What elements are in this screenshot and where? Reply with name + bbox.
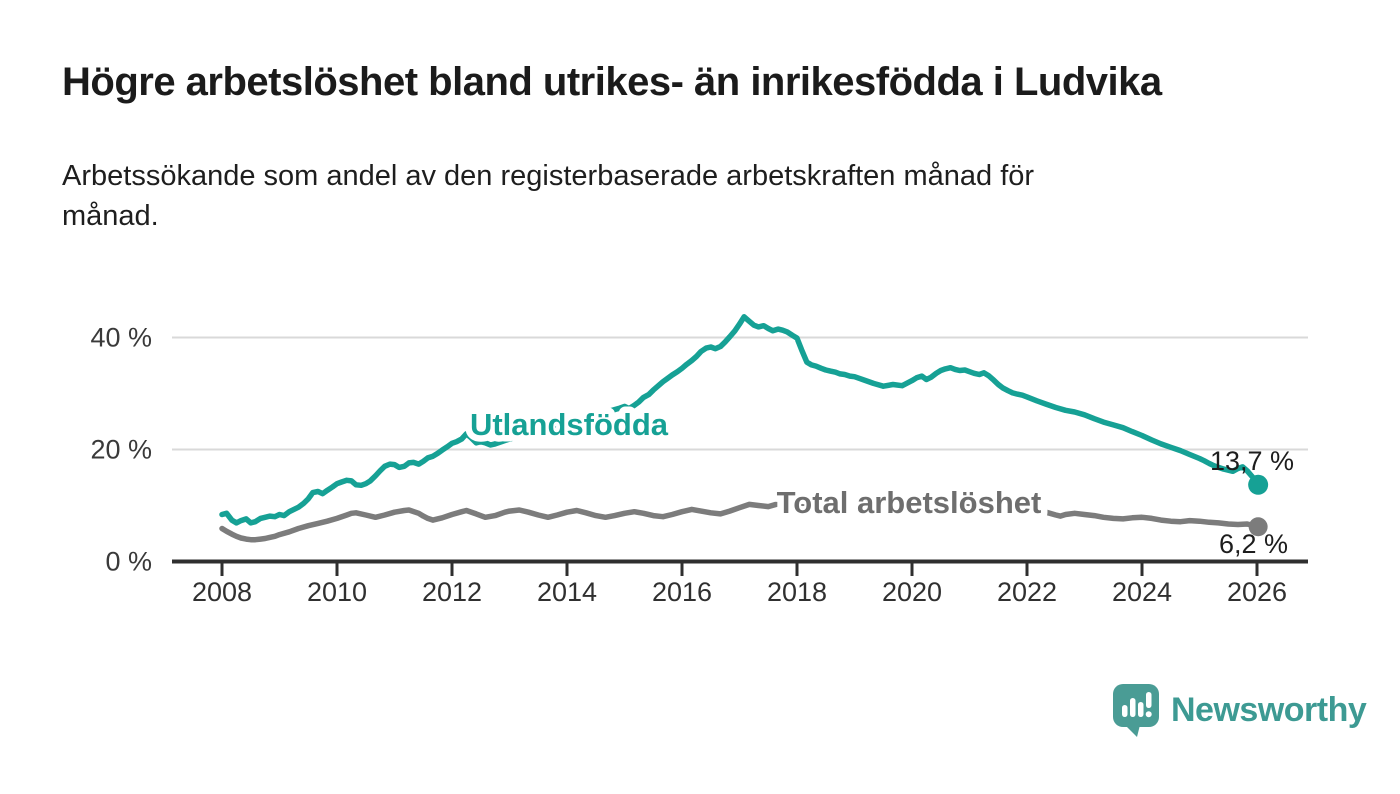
y-axis-label-20: 20 % bbox=[90, 435, 152, 465]
x-axis-label-2010: 2010 bbox=[307, 577, 367, 607]
x-axis-label-2014: 2014 bbox=[537, 577, 597, 607]
logo-bubble bbox=[1113, 684, 1159, 727]
series-end-dot-utlandsfodda bbox=[1248, 474, 1269, 495]
y-axis-label-40: 40 % bbox=[90, 323, 152, 353]
logo-bar-1 bbox=[1122, 705, 1128, 717]
logo-bar-3 bbox=[1138, 702, 1144, 717]
newsworthy-bubble-chart-icon bbox=[1113, 684, 1159, 737]
x-axis-label-2026: 2026 bbox=[1227, 577, 1287, 607]
line-chart: 40 % 20 % 0 % 2008 2010 2012 2014 2016 2018 2020 2… bbox=[90, 314, 1308, 607]
chart-subtitle-line1: Arbetssökande som andel av den registerb… bbox=[62, 160, 1035, 192]
logo-bubble-tail bbox=[1125, 725, 1140, 737]
newsworthy-logo: Newsworthy bbox=[1112, 682, 1367, 738]
x-axis-label-2008: 2008 bbox=[192, 577, 252, 607]
x-axis-label-2018: 2018 bbox=[767, 577, 827, 607]
series-end-dot-total bbox=[1248, 517, 1268, 537]
y-axis-label-0: 0 % bbox=[105, 547, 152, 577]
end-value-label-total: 6,2 % bbox=[1219, 529, 1288, 559]
x-axis-label-2016: 2016 bbox=[652, 577, 712, 607]
x-axis-label-2020: 2020 bbox=[882, 577, 942, 607]
series-label-total: Total arbetslöshet bbox=[777, 485, 1042, 520]
series-line-utlandsfodda bbox=[219, 314, 1261, 526]
chart-subtitle: Arbetssökande som andel av den registerb… bbox=[62, 156, 1034, 236]
logo-exclamation-dot bbox=[1145, 711, 1152, 718]
x-axis-label-2012: 2012 bbox=[422, 577, 482, 607]
chart-subtitle-line2: månad. bbox=[62, 200, 159, 232]
series-line-total bbox=[219, 497, 1261, 543]
x-axis-label-2022: 2022 bbox=[997, 577, 1057, 607]
logo-bar-2 bbox=[1130, 698, 1136, 717]
newsworthy-wordmark: Newsworthy bbox=[1171, 690, 1367, 729]
chart-title: Högre arbetslöshet bland utrikes- än inr… bbox=[62, 60, 1162, 104]
x-axis-label-2024: 2024 bbox=[1112, 577, 1172, 607]
series-label-utlandsfodda: Utlandsfödda bbox=[470, 407, 669, 442]
logo-exclamation-bar bbox=[1146, 692, 1152, 708]
end-value-label-utlandsfodda: 13,7 % bbox=[1210, 446, 1294, 476]
